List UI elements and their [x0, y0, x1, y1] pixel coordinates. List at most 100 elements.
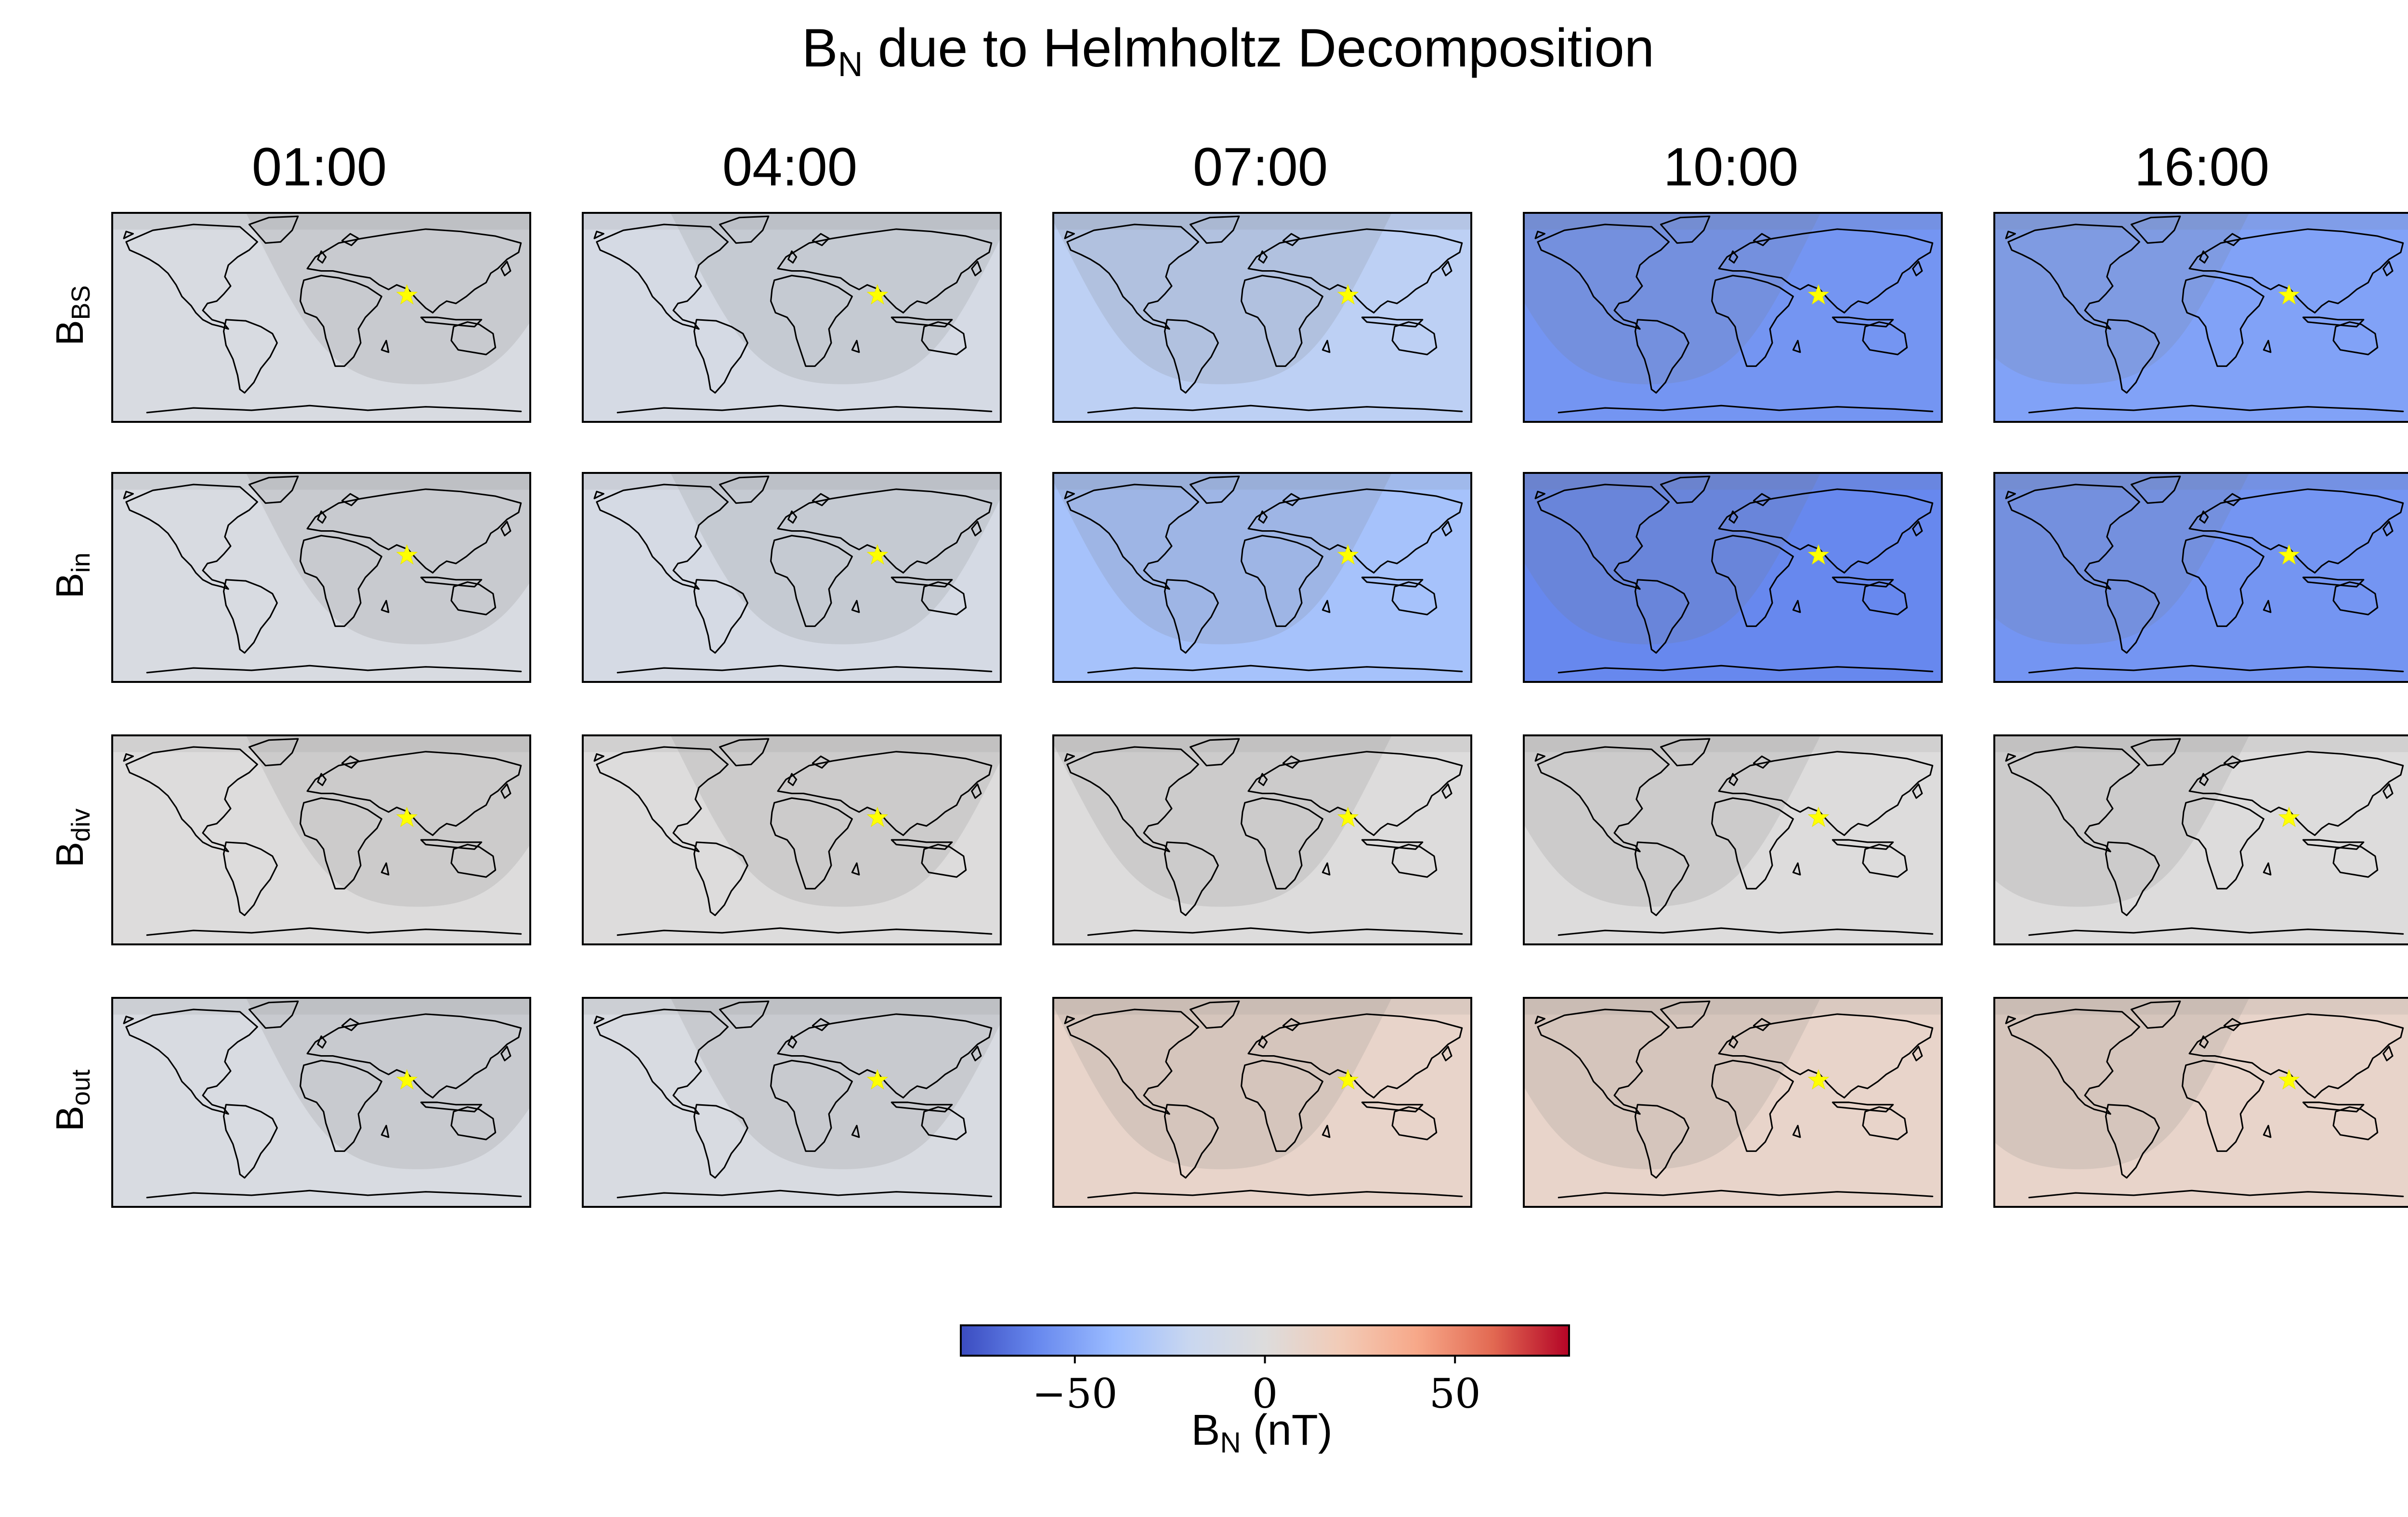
- title-main: B: [802, 18, 838, 78]
- panel-frame: [1523, 472, 1943, 683]
- row-label: BBS: [48, 285, 95, 345]
- map-panel: [1052, 734, 1472, 945]
- station-star-marker: [866, 806, 889, 827]
- colorbar-tick-label: −50: [1032, 1370, 1117, 1417]
- night-shading: [670, 735, 1001, 907]
- row-label-main: B: [48, 573, 91, 598]
- map-panel: [1993, 997, 2408, 1208]
- station-star-marker: [866, 284, 889, 305]
- station-star-marker: [1807, 284, 1830, 305]
- night-shading: [1994, 998, 2250, 1169]
- field-fill: [112, 735, 530, 944]
- station-star-marker: [396, 1069, 418, 1090]
- station-star-marker: [396, 806, 418, 827]
- field-fill: [112, 213, 530, 422]
- column-header: 04:00: [722, 137, 857, 197]
- map-panel: [582, 212, 1002, 423]
- panel-frame: [1523, 997, 1943, 1208]
- night-shading: [1524, 473, 1821, 644]
- night-shading: [670, 998, 1001, 1169]
- field-fill: [112, 473, 530, 682]
- panel-frame: [111, 472, 531, 683]
- map-panel: [1523, 212, 1943, 423]
- night-shading: [1524, 998, 1821, 1169]
- panel-frame: [1993, 734, 2408, 945]
- colorbar-label-main: B: [1191, 1406, 1220, 1454]
- station-star-marker: [2278, 544, 2300, 565]
- station-star-marker: [866, 544, 889, 565]
- night-shading: [1524, 213, 1821, 384]
- panel-frame: [582, 212, 1002, 423]
- station-star-marker: [1337, 544, 1359, 565]
- title-rest: due to Helmholtz Decomposition: [863, 18, 1654, 78]
- panel-frame: [582, 472, 1002, 683]
- field-fill: [1524, 735, 1942, 944]
- row-label: Bout: [48, 1070, 95, 1131]
- night-shading: [1053, 735, 1392, 907]
- column-header: 16:00: [2134, 137, 2269, 197]
- station-star-marker: [396, 544, 418, 565]
- figure-title: BN due to Helmholtz Decomposition: [802, 18, 1654, 84]
- panel-frame: [1993, 472, 2408, 683]
- station-star-marker: [396, 284, 418, 305]
- station-star-marker: [2278, 806, 2300, 827]
- field-fill: [1524, 998, 1942, 1207]
- panel-frame: [1052, 212, 1472, 423]
- map-panel: [1993, 212, 2408, 423]
- station-star-marker: [2278, 1069, 2300, 1090]
- colorbar-ticks: −50 0 50: [1032, 1356, 1481, 1417]
- colorbar-label: BN (nT): [1191, 1406, 1332, 1459]
- night-shading: [1994, 473, 2250, 644]
- night-shading: [1053, 473, 1392, 644]
- field-fill: [1524, 473, 1942, 682]
- field-fill: [1053, 735, 1471, 944]
- row-label-sub: BS: [66, 285, 95, 320]
- field-fill: [583, 735, 1001, 944]
- field-fill: [112, 998, 530, 1207]
- row-label-sub: in: [66, 552, 95, 573]
- row-label-main: B: [48, 1106, 91, 1131]
- station-star-marker: [866, 1069, 889, 1090]
- column-header: 07:00: [1193, 137, 1328, 197]
- field-fill: [583, 213, 1001, 422]
- panel-frame: [1523, 734, 1943, 945]
- field-fill: [1053, 998, 1471, 1207]
- title-subscript: N: [838, 45, 863, 84]
- panel-frame: [111, 997, 531, 1208]
- station-star-marker: [1807, 1069, 1830, 1090]
- panel-frame: [1052, 734, 1472, 945]
- row-label: Bin: [48, 552, 95, 598]
- night-shading: [1994, 213, 2250, 384]
- row-label-main: B: [48, 842, 91, 867]
- colorbar-tick-label: 0: [1252, 1370, 1278, 1417]
- night-shading: [1053, 213, 1392, 384]
- map-panel: [1052, 472, 1472, 683]
- panel-frame: [111, 734, 531, 945]
- colorbar-gradient: [960, 1324, 1570, 1357]
- field-fill: [583, 473, 1001, 682]
- panel-frame: [582, 734, 1002, 945]
- map-panel: [1993, 472, 2408, 683]
- colorbar-label-sub: N: [1220, 1426, 1241, 1459]
- map-panel-grid: [111, 212, 2408, 1208]
- station-star-marker: [2278, 284, 2300, 305]
- map-panel: [1523, 472, 1943, 683]
- colorbar-tick-label: 50: [1429, 1370, 1481, 1417]
- station-star-marker: [1807, 544, 1830, 565]
- panel-frame: [1052, 997, 1472, 1208]
- row-label: Bdiv: [48, 809, 95, 867]
- night-shading: [670, 213, 1001, 384]
- map-panel: [1052, 212, 1472, 423]
- field-fill: [1994, 735, 2408, 944]
- map-panel: [1052, 997, 1472, 1208]
- row-label-sub: div: [66, 809, 95, 842]
- field-fill: [1994, 473, 2408, 682]
- map-panel: [1523, 734, 1943, 945]
- colorbar: −50 0 50 BN (nT): [960, 1324, 1570, 1459]
- field-fill: [1053, 473, 1471, 682]
- station-star-marker: [1337, 806, 1359, 827]
- station-star-marker: [1807, 806, 1830, 827]
- map-panel: [582, 997, 1002, 1208]
- row-label-main: B: [48, 320, 91, 345]
